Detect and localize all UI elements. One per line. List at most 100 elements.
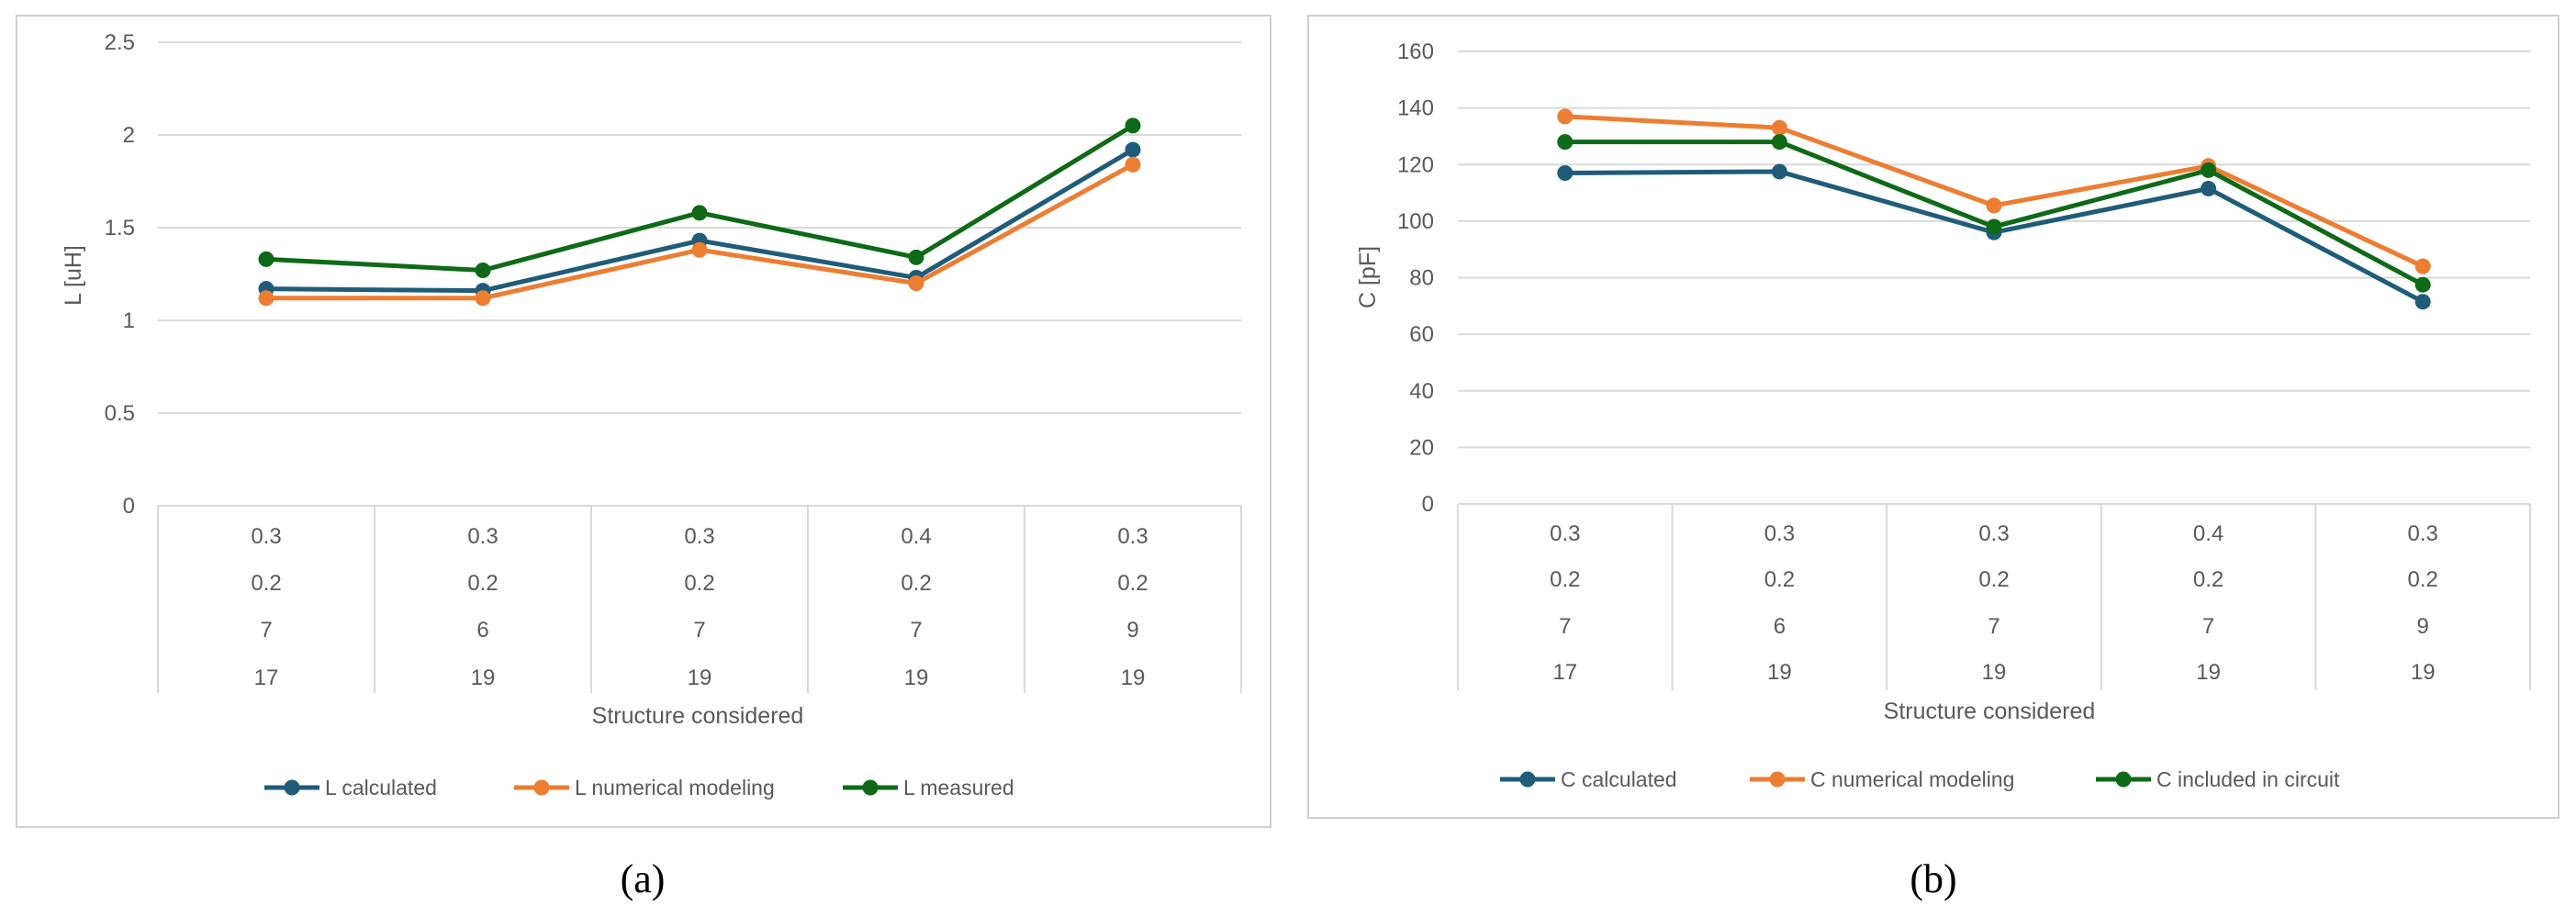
panel-a-category-3-level-1: 0.2 [901,571,931,596]
panel-b-category-3-level-3: 19 [2196,660,2221,685]
panel-b-grid [1458,50,2530,505]
panel-b-series-2-point-1 [1771,134,1787,151]
panel-b-series [1557,108,2431,310]
panel-a-legend-label-1: L numerical modeling [575,776,775,800]
panel-b-series-2-point-2 [1986,218,2002,235]
panel-b-category-2-level-0: 0.3 [1978,521,2009,546]
panel-a-category-0-level-2: 7 [260,618,272,643]
panel-a-category-2-level-2: 7 [693,618,705,643]
panel-b-y-tick-1: 20 [1409,435,1434,460]
panel-b-category-0-level-0: 0.3 [1550,521,1580,546]
panel-b-legend: C calculated C numerical modeling C includ… [1500,767,2340,791]
panel-b-category-4-level-0: 0.3 [2408,521,2438,546]
panel-a-y-tick-2: 1 [123,308,135,333]
panel-b-legend-label-1: C numerical modeling [1810,767,2014,791]
panel-b-y-tick-5: 100 [1397,209,1434,234]
panel-b-y-ticks: 0 20 40 60 80 100 120 140 160 [1397,39,1434,517]
panel-b-series-1-point-1 [1771,119,1787,136]
panel-a-category-0-level-3: 17 [254,665,279,690]
panel-a-series-1-point-3 [908,275,924,292]
caption-a: (a) [621,856,666,901]
panel-b-series-2-point-0 [1557,134,1574,151]
panel-b-y-tick-3: 60 [1409,322,1434,347]
panel-a-inductance-chart: L [uH] Structure considered 0 0.5 1 1.5 2 2.5… [16,15,1271,828]
panel-b-x-axis-title: Structure considered [1884,699,2096,724]
panel-b-category-3-level-2: 7 [2202,614,2214,639]
panel-a-category-4-level-2: 9 [1126,618,1138,643]
panel-a-category-2-level-1: 0.2 [684,571,714,596]
panel-b-legend-label-2: C included in circuit [2156,767,2340,791]
panel-b-category-2-level-1: 0.2 [1978,567,2009,592]
panel-b-series-0-point-4 [2414,294,2431,310]
panel-a-series-1-point-1 [475,290,491,307]
panel-a-x-axis-title: Structure considered [592,703,804,729]
panel-b-series-2-point-4 [2414,276,2431,293]
panel-b-y-axis-title: C [pF] [1355,246,1381,308]
panel-b-legend-marker-2 [2115,771,2132,788]
panel-b-legend-label-0: C calculated [1561,767,1677,791]
panel-a-category-2-level-0: 0.3 [684,524,714,549]
panel-b-category-1-level-2: 6 [1774,614,1786,639]
panel-b-category-2-level-2: 7 [1988,614,1999,639]
panel-a-series-2-point-0 [258,251,274,267]
panel-a-series [258,117,1141,307]
panel-b-capacitance-chart: C [pF] Structure considered 0 20 40 60 80 100… [1307,15,2559,819]
panel-a-category-4-level-3: 19 [1121,665,1146,690]
panel-b-category-0-level-1: 0.2 [1550,567,1580,592]
panel-b-y-tick-4: 80 [1409,266,1434,291]
panel-b-category-3-level-1: 0.2 [2193,567,2223,592]
panel-b-category-1-level-0: 0.3 [1764,521,1795,546]
panel-b-series-2-point-3 [2201,162,2217,178]
panel-b-category-1-level-3: 19 [1767,660,1792,685]
panel-b-category-4-level-1: 0.2 [2408,567,2438,592]
panel-a-series-2-point-1 [475,262,491,278]
panel-b-frame [1307,15,2559,819]
panel-b-y-tick-0: 0 [1422,492,1434,517]
panel-b-y-tick-7: 140 [1397,96,1434,121]
panel-b-category-0-level-2: 7 [1559,614,1571,639]
panel-a-series-1-point-2 [691,241,708,258]
panel-b-y-tick-6: 120 [1397,152,1434,177]
panel-a-series-2-point-2 [691,205,708,221]
panel-a-category-1-level-3: 19 [471,665,496,690]
panel-a-y-tick-3: 1.5 [105,216,135,240]
panel-a-category-2-level-3: 19 [688,665,712,690]
panel-b-category-0-level-3: 17 [1552,660,1577,685]
panel-b-series-1-point-2 [1986,197,2002,214]
panel-b-series-0-point-0 [1557,164,1574,181]
panel-b-category-1-level-1: 0.2 [1764,567,1795,592]
panel-a-series-2-point-3 [908,249,924,265]
panel-a-legend: L calculated L numerical modeling L measur… [264,776,1014,800]
panel-a-category-1-level-0: 0.3 [467,524,498,549]
panel-b-legend-marker-0 [1519,771,1536,788]
panel-b-y-tick-2: 40 [1409,379,1434,404]
panel-a-y-ticks: 0 0.5 1 1.5 2 2.5 [105,30,135,519]
panel-a-legend-marker-1 [533,779,550,796]
panel-a-category-4-level-1: 0.2 [1117,571,1148,596]
panel-b-series-0-point-3 [2201,180,2217,196]
panel-b-series-1-point-4 [2414,258,2431,274]
panel-b-y-tick-8: 160 [1397,39,1434,64]
panel-a-y-tick-0: 0 [123,494,135,519]
panel-a-legend-label-2: L measured [903,776,1014,800]
panel-a-category-3-level-0: 0.4 [901,524,931,549]
panel-b-category-4-level-3: 19 [2411,660,2436,685]
panel-a-category-0-level-0: 0.3 [251,524,281,549]
caption-b: (b) [1910,856,1956,901]
panel-b-series-1-point-0 [1557,108,1574,125]
panel-b-category-3-level-0: 0.4 [2193,521,2223,546]
panel-b-category-table: 0.3 0.2 7 17 0.3 0.2 6 19 0.3 0.2 7 19 0.4 0.2 7 19 0.3 0… [1457,504,2531,690]
panel-a-frame [16,15,1271,828]
panel-b-series-0-point-1 [1771,163,1787,180]
panel-a-series-2-point-4 [1125,117,1141,134]
panel-a-series-1-point-4 [1125,156,1141,173]
panel-a-series-1-point-0 [258,290,274,307]
panel-a-legend-label-0: L calculated [325,776,437,800]
panel-b-legend-marker-1 [1769,771,1786,788]
panel-a-category-3-level-3: 19 [904,665,929,690]
panel-a-category-0-level-1: 0.2 [251,571,281,596]
panel-a-category-1-level-1: 0.2 [467,571,498,596]
panel-a-grid [158,41,1241,507]
panel-a-series-0-point-4 [1125,141,1141,158]
